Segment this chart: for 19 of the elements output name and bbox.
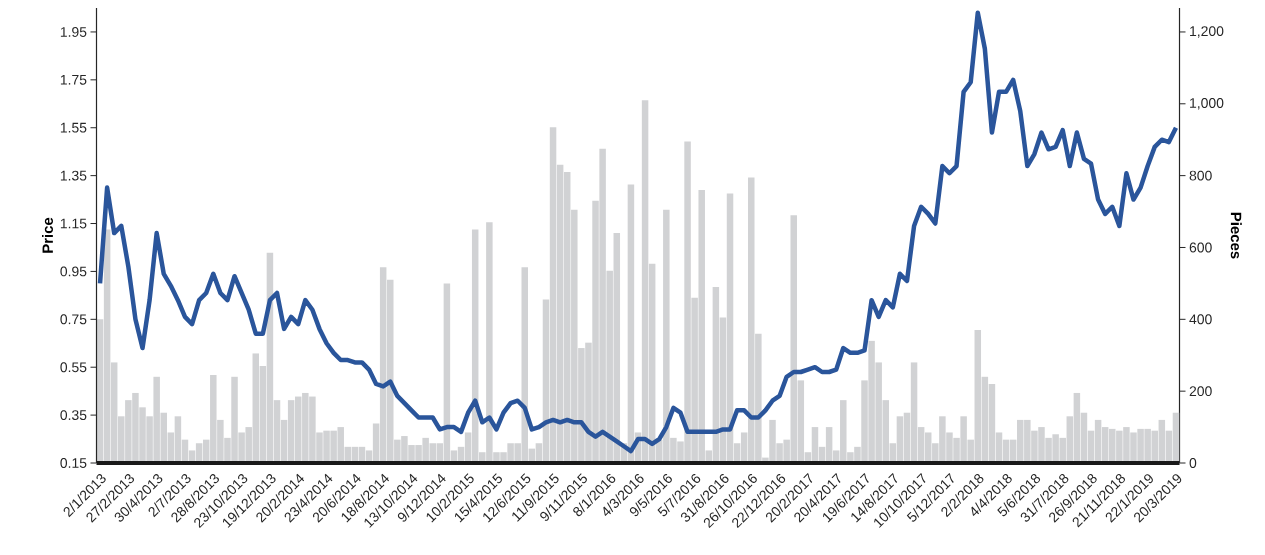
y-tick-label: 0.15 bbox=[60, 458, 87, 468]
y-tick-label: 1.75 bbox=[60, 74, 87, 85]
y2-tick-label: 200 bbox=[1189, 386, 1212, 397]
y-tick-label: 0.75 bbox=[60, 314, 87, 325]
y2-tick-label: 800 bbox=[1189, 170, 1212, 181]
y2-tick-label: 1,200 bbox=[1190, 26, 1224, 38]
y-tick-label: 1.55 bbox=[60, 122, 87, 133]
y-tick-label: 0.35 bbox=[60, 410, 87, 421]
y2-axis-title: Pieces bbox=[1230, 212, 1242, 259]
y-tick-label: 0.55 bbox=[60, 362, 87, 373]
y2-tick-label: 400 bbox=[1189, 314, 1212, 325]
y-tick-label: 1.35 bbox=[60, 170, 87, 181]
y2-tick-label: 0 bbox=[1189, 458, 1197, 468]
y-tick-label: 1.95 bbox=[60, 26, 87, 37]
y2-tick-label: 1,000 bbox=[1190, 98, 1224, 110]
y-axis-title: Price bbox=[42, 217, 53, 253]
y2-tick-label: 600 bbox=[1189, 242, 1212, 253]
y-tick-label: 0.95 bbox=[60, 266, 87, 277]
y-tick-label: 1.15 bbox=[60, 218, 87, 229]
